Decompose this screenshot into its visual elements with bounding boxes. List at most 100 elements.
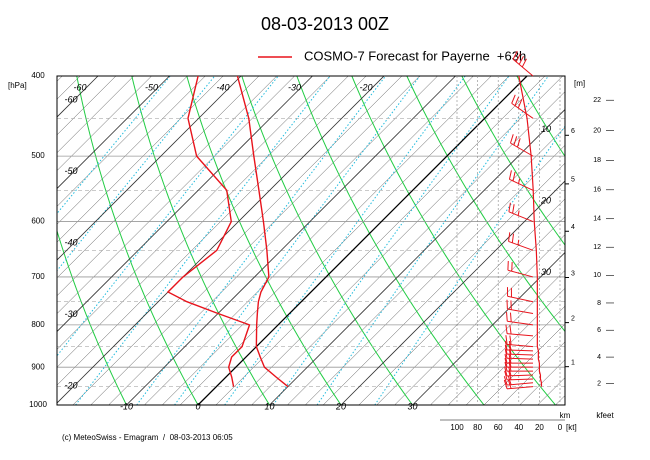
feet-tick-label: 2 — [597, 380, 601, 387]
wind-barb — [503, 375, 534, 386]
feet-tick-label: 14 — [593, 216, 601, 223]
feet-tick-label: 10 — [593, 272, 601, 279]
isotherm — [57, 76, 206, 225]
x-tick-label: 10 — [264, 401, 274, 411]
isotherm-major — [340, 180, 565, 405]
feet-tick-label: 4 — [597, 354, 601, 361]
wind-barb — [505, 324, 534, 337]
feet-tick-label: 12 — [593, 244, 601, 251]
isotherm-label: -20 — [64, 380, 77, 390]
x-tick-label: 20 — [335, 401, 346, 411]
height-tick-label: 5 — [571, 177, 575, 184]
height-axis-unit: km — [560, 411, 571, 420]
isotherm — [57, 76, 277, 297]
isotherm-major — [197, 76, 528, 405]
isotherm — [394, 234, 565, 405]
y-tick-label: 800 — [31, 320, 45, 329]
wind-barb — [510, 134, 534, 157]
isotherm — [233, 76, 563, 405]
isotherm-label: 20 — [540, 195, 551, 205]
isotherm — [162, 76, 492, 405]
isotherm-label: -50 — [145, 82, 158, 92]
isotherm-major — [57, 76, 242, 261]
isotherm — [322, 162, 565, 405]
wind-tick-label: 100 — [450, 423, 464, 432]
isotherm-major — [57, 76, 170, 190]
wind-barb — [503, 379, 534, 390]
wind-barb — [506, 299, 534, 314]
wind-tick-label: 0 — [558, 423, 563, 432]
wind-barb — [508, 232, 534, 251]
isotherm — [57, 76, 134, 154]
isotherm-label: -40 — [216, 82, 229, 92]
height-tick-label: 1 — [571, 360, 575, 367]
height-tick-label: 3 — [571, 270, 575, 277]
isotherm-major — [412, 251, 565, 405]
wind-barb — [511, 94, 534, 119]
x-tick-label: 0 — [195, 401, 200, 411]
wind-barb — [512, 50, 534, 77]
isotherm — [376, 216, 565, 405]
x-tick-label: -10 — [120, 401, 133, 411]
wind-speed-line — [518, 75, 543, 387]
feet-tick-label: 16 — [593, 187, 601, 194]
legend-entry: COSMO-7 Forecast for Payerne +63h — [304, 48, 526, 63]
x-tick-label: 30 — [407, 401, 417, 411]
y-tick-label: 1000 — [29, 400, 47, 409]
y-axis-label: [hPa] — [8, 81, 27, 90]
isotherm-label: -60 — [64, 94, 77, 104]
footer: (c) MeteoSwiss - Emagram / 08-03-2013 06… — [62, 433, 233, 442]
feet-tick-label: 22 — [593, 97, 601, 104]
y-tick-label: 400 — [31, 71, 45, 80]
wind-tick-label: 40 — [514, 423, 523, 432]
y-tick-label: 900 — [31, 362, 45, 371]
isotherm — [144, 76, 474, 405]
plot: 4005006007008009001000-60-60-50-50-40-40… — [29, 50, 614, 432]
isotherm — [72, 76, 403, 405]
chart-title: 08-03-2013 00Z — [261, 14, 389, 34]
isotherm — [483, 323, 565, 405]
wind-barb — [508, 170, 534, 191]
isotherm — [215, 76, 546, 405]
isotherm-label: -30 — [64, 309, 77, 319]
isotherm — [179, 76, 510, 405]
isotherm — [501, 341, 565, 405]
isotherm — [358, 198, 565, 405]
isotherm — [90, 76, 420, 405]
isotherm — [57, 76, 152, 171]
isotherm-label: -20 — [359, 82, 372, 92]
background-lines — [57, 76, 565, 405]
isotherm-label: -50 — [64, 166, 77, 176]
feet-tick-label: 6 — [597, 327, 601, 334]
temperature-line — [236, 75, 289, 388]
isotherm-label: 30 — [541, 267, 551, 277]
feet-axis-unit: kfeet — [596, 411, 614, 420]
height-axis-label: [m] — [574, 79, 585, 88]
wind-barb — [507, 260, 534, 278]
height-tick-label: 6 — [571, 128, 575, 135]
y-tick-label: 600 — [31, 217, 45, 226]
isotherm — [305, 144, 565, 405]
isotherm-major — [126, 76, 456, 405]
height-tick-label: 2 — [571, 315, 575, 322]
isotherm-major — [269, 108, 565, 405]
wind-barb — [504, 370, 534, 381]
wind-tick-label: 80 — [473, 423, 482, 432]
isotherm — [57, 76, 331, 350]
wind-barb — [504, 340, 534, 352]
y-tick-label: 700 — [31, 272, 45, 281]
isotherm — [57, 76, 188, 207]
isotherm — [57, 76, 349, 368]
isotherm-label: -30 — [288, 82, 301, 92]
wind-axis-label: [kt] — [566, 423, 577, 432]
isotherm — [57, 76, 117, 136]
isotherm — [108, 76, 438, 405]
isotherm-label: -60 — [73, 82, 86, 92]
isotherm-label: -40 — [64, 237, 77, 247]
y-tick-label: 500 — [31, 151, 45, 160]
isotherm-label: 10 — [541, 124, 551, 134]
isotherm-major — [57, 76, 313, 333]
wind-tick-label: 60 — [494, 423, 503, 432]
